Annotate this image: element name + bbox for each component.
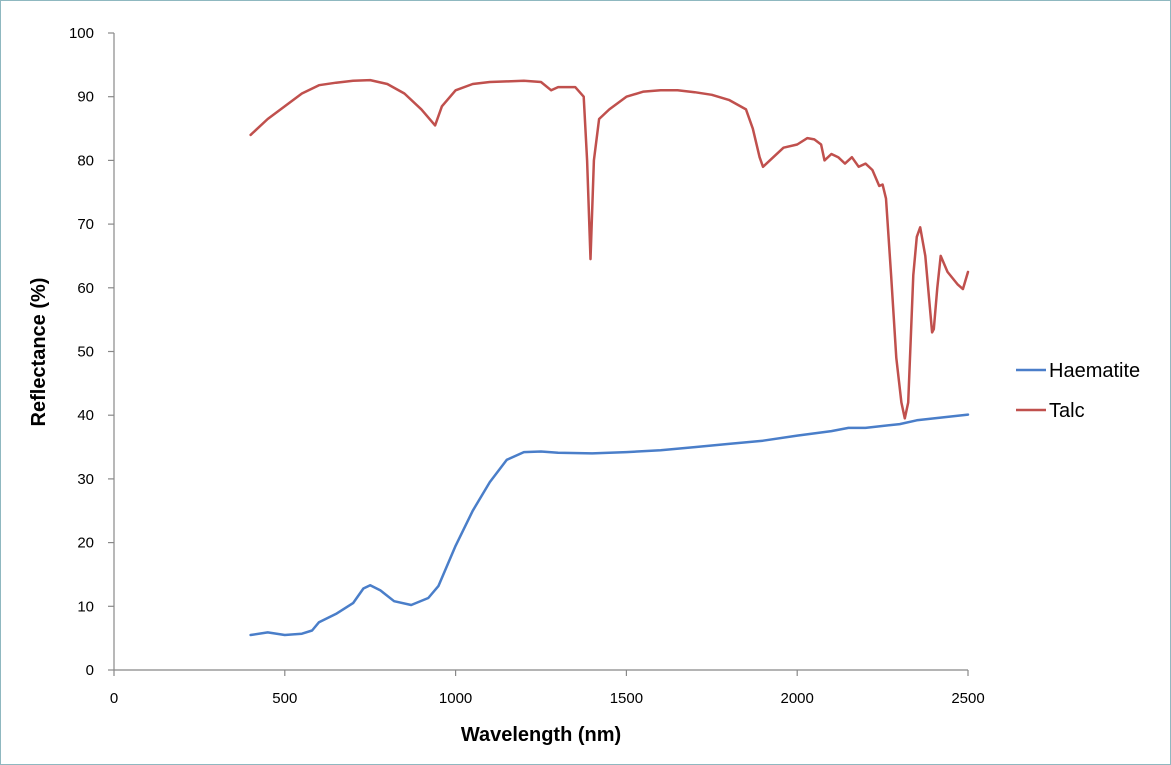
x-axis: 0 500 1000 1500 2000 2500 (110, 669, 985, 707)
y-tick-label: 50 (77, 344, 94, 361)
y-tick-label: 70 (77, 216, 94, 233)
x-tick-label: 1500 (610, 690, 643, 707)
x-tick-label: 2000 (781, 690, 814, 707)
y-tick-label: 100 (69, 25, 94, 42)
x-axis-title: Wavelength (nm) (461, 724, 621, 746)
plot-area (249, 78, 970, 637)
y-tick-label: 20 (77, 535, 94, 552)
x-tick-label: 500 (272, 690, 297, 707)
x-tick-label: 0 (110, 690, 118, 707)
x-tick-label: 2500 (951, 690, 984, 707)
series-line-talc (249, 78, 970, 420)
y-tick-label: 90 (77, 89, 94, 106)
y-tick-label: 60 (77, 280, 94, 297)
y-tick-label: 10 (77, 598, 94, 615)
y-axis: 0 10 20 30 40 50 60 70 80 90 100 (69, 25, 115, 679)
legend: Haematite Talc (1016, 360, 1140, 422)
y-axis-title: Reflectance (%) (28, 278, 50, 427)
legend-label-talc: Talc (1049, 400, 1085, 422)
y-tick-label: 0 (86, 662, 94, 679)
series-line-haematite (249, 413, 970, 637)
y-tick-label: 30 (77, 471, 94, 488)
x-tick-label: 1000 (439, 690, 472, 707)
y-tick-label: 80 (77, 152, 94, 169)
legend-label-haematite: Haematite (1049, 360, 1140, 382)
y-tick-label: 40 (77, 407, 94, 424)
